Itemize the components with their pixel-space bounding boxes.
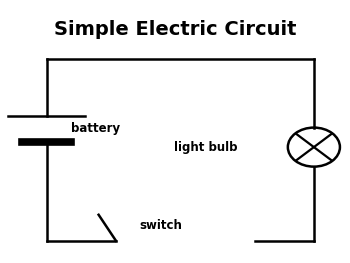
Text: light bulb: light bulb [174, 141, 238, 154]
Text: Simple Electric Circuit: Simple Electric Circuit [54, 20, 296, 39]
Text: switch: switch [140, 219, 183, 232]
Text: battery: battery [71, 122, 120, 135]
